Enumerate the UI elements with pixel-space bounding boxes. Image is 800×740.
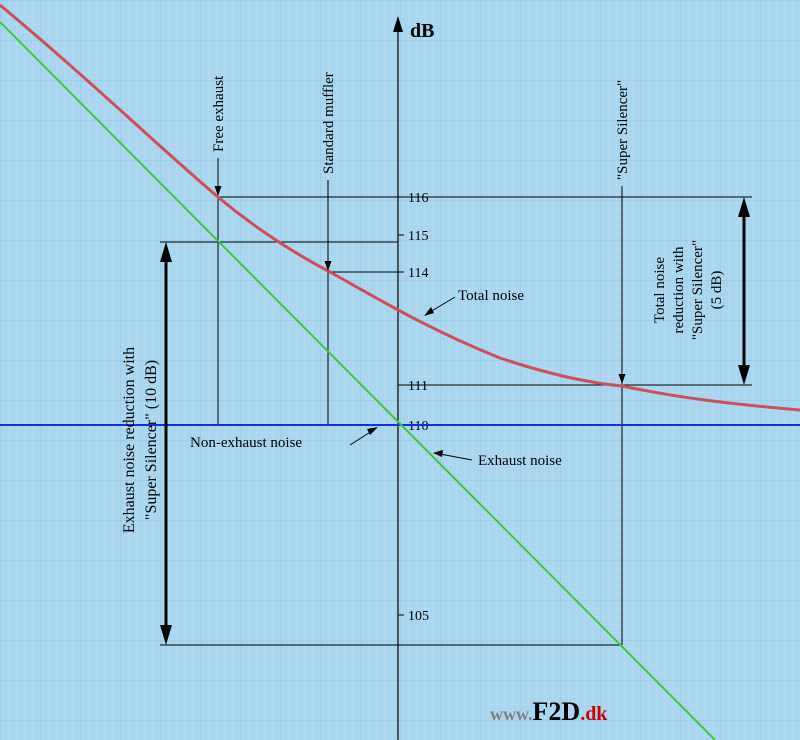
tick-label-116: 116 <box>408 191 428 206</box>
exhaust-reduction-annotation: Exhaust noise reduction with "Super Sile… <box>121 347 160 533</box>
exhaust-noise-arrowhead <box>433 450 443 457</box>
total-reduction-line2: reduction with <box>671 246 687 334</box>
non-exhaust-noise-label: Non-exhaust noise <box>190 435 302 451</box>
watermark-suffix: .dk <box>580 703 608 725</box>
total-noise-pointer <box>429 296 456 313</box>
exhaust-noise-line <box>0 21 716 740</box>
watermark-prefix: www. <box>490 704 533 724</box>
tick-label-110: 110 <box>408 419 428 434</box>
db-axis-arrowhead <box>393 16 403 32</box>
exhaust-reduction-arrowhead-bottom <box>160 625 172 645</box>
standard-muffler-label: Standard muffler <box>321 72 337 174</box>
db-axis-tick-labels: 116 115 114 111 110 105 <box>408 191 429 624</box>
exhaust-noise-label: Exhaust noise <box>478 453 562 469</box>
total-noise-label: Total noise <box>458 288 524 304</box>
non-exhaust-noise-pointer <box>349 430 373 446</box>
watermark-brand: F2D <box>533 697 581 726</box>
non-exhaust-noise-arrowhead <box>367 427 378 435</box>
db-axis-label: dB <box>410 20 434 42</box>
total-reduction-line4: (5 dB) <box>709 271 725 310</box>
total-reduction-annotation: Total noise reduction with "Super Silenc… <box>652 240 725 340</box>
exhaust-noise-pointer <box>439 453 473 461</box>
total-reduction-line3: "Super Silencer" <box>690 240 706 340</box>
exhaust-reduction-line2: "Super Silencer" (10 dB) <box>143 360 160 520</box>
super-silencer-arrowhead <box>618 374 626 384</box>
label-pointer-arrows <box>214 158 626 384</box>
tick-label-105: 105 <box>408 609 429 624</box>
exhaust-reduction-arrowhead-top <box>160 242 172 262</box>
total-reduction-arrowhead-top <box>738 197 750 217</box>
total-noise-arrowhead <box>424 307 434 316</box>
vertical-labels: Free exhaust Standard muffler "Super Sil… <box>211 72 631 180</box>
free-exhaust-label: Free exhaust <box>211 75 227 152</box>
super-silencer-label: "Super Silencer" <box>615 80 631 180</box>
tick-label-111: 111 <box>408 379 428 394</box>
watermark: www.F2D.dk <box>490 697 608 726</box>
tick-label-114: 114 <box>408 266 428 281</box>
tick-label-115: 115 <box>408 229 428 244</box>
total-noise-curve <box>0 3 800 412</box>
exhaust-reduction-line1: Exhaust noise reduction with <box>121 347 138 533</box>
total-reduction-arrowhead-bottom <box>738 365 750 385</box>
standard-muffler-arrowhead <box>324 261 332 271</box>
total-reduction-line1: Total noise <box>652 257 668 323</box>
free-exhaust-arrowhead <box>214 186 222 196</box>
